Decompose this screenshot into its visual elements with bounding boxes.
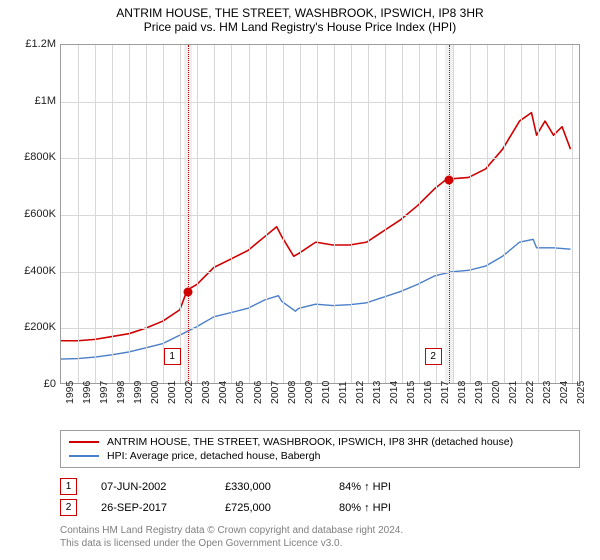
x-axis-label: 2014 xyxy=(388,381,400,404)
y-axis-label: £1M xyxy=(10,95,56,107)
x-axis-label: 1998 xyxy=(115,381,127,404)
legend-label-2: HPI: Average price, detached house, Babe… xyxy=(107,450,320,462)
x-axis-label: 2013 xyxy=(371,381,383,404)
legend-swatch-2 xyxy=(69,455,99,457)
legend: ANTRIM HOUSE, THE STREET, WASHBROOK, IPS… xyxy=(60,430,580,468)
x-axis-label: 2023 xyxy=(541,381,553,404)
sale-marker-box: 1 xyxy=(164,348,181,365)
sale-marker-box: 2 xyxy=(425,348,442,365)
y-axis-label: £1.2M xyxy=(10,38,56,50)
sale-date-1: 07-JUN-2002 xyxy=(101,481,201,493)
x-axis-label: 2016 xyxy=(422,381,434,404)
sale-pct-2: 80% ↑ HPI xyxy=(339,502,449,514)
x-axis-label: 2010 xyxy=(320,381,332,404)
x-axis-label: 2003 xyxy=(200,381,212,404)
plot-area: 12 xyxy=(60,44,580,384)
x-axis-label: 2012 xyxy=(354,381,366,404)
sale-row-2: 2 26-SEP-2017 £725,000 80% ↑ HPI xyxy=(60,497,588,518)
sale-dot xyxy=(183,287,192,296)
x-axis-label: 2021 xyxy=(507,381,519,404)
legend-row-2: HPI: Average price, detached house, Babe… xyxy=(69,449,571,463)
x-axis-label: 2011 xyxy=(337,381,349,404)
chart-title-line2: Price paid vs. HM Land Registry's House … xyxy=(12,20,588,34)
footer: Contains HM Land Registry data © Crown c… xyxy=(60,524,588,550)
line-layer xyxy=(61,45,579,383)
sale-date-2: 26-SEP-2017 xyxy=(101,502,201,514)
x-axis-label: 2017 xyxy=(439,381,451,404)
x-axis-label: 2025 xyxy=(575,381,587,404)
sale-price-1: £330,000 xyxy=(225,481,315,493)
x-axis-label: 2002 xyxy=(183,381,195,404)
y-axis-label: £400K xyxy=(10,265,56,277)
x-axis-label: 2020 xyxy=(490,381,502,404)
legend-row-1: ANTRIM HOUSE, THE STREET, WASHBROOK, IPS… xyxy=(69,435,571,449)
sales-table: 1 07-JUN-2002 £330,000 84% ↑ HPI 2 26-SE… xyxy=(60,476,588,518)
y-axis-label: £800K xyxy=(10,151,56,163)
legend-swatch-1 xyxy=(69,441,99,443)
x-axis-label: 2024 xyxy=(558,381,570,404)
y-axis-label: £600K xyxy=(10,208,56,220)
x-axis-label: 2015 xyxy=(405,381,417,404)
sale-price-2: £725,000 xyxy=(225,502,315,514)
x-axis-label: 1999 xyxy=(132,381,144,404)
chart-title-line1: ANTRIM HOUSE, THE STREET, WASHBROOK, IPS… xyxy=(12,6,588,20)
sale-pct-1: 84% ↑ HPI xyxy=(339,481,449,493)
y-axis-label: £0 xyxy=(10,378,56,390)
x-axis-label: 2000 xyxy=(149,381,161,404)
x-axis-label: 2001 xyxy=(166,381,178,404)
x-axis-label: 2019 xyxy=(473,381,485,404)
legend-label-1: ANTRIM HOUSE, THE STREET, WASHBROOK, IPS… xyxy=(107,436,513,448)
x-axis-label: 2007 xyxy=(269,381,281,404)
chart-area: 12 £0£200K£400K£600K£800K£1M£1.2M1995199… xyxy=(12,40,588,424)
x-axis-label: 2005 xyxy=(234,381,246,404)
x-axis-label: 1996 xyxy=(81,381,93,404)
x-axis-label: 2008 xyxy=(286,381,298,404)
x-axis-label: 2009 xyxy=(303,381,315,404)
sale-marker-2: 2 xyxy=(60,499,77,516)
x-axis-label: 2018 xyxy=(456,381,468,404)
x-axis-label: 2004 xyxy=(217,381,229,404)
footer-line-1: Contains HM Land Registry data © Crown c… xyxy=(60,524,588,537)
footer-line-2: This data is licensed under the Open Gov… xyxy=(60,537,588,550)
y-axis-label: £200K xyxy=(10,321,56,333)
sale-marker-1: 1 xyxy=(60,478,77,495)
x-axis-label: 1995 xyxy=(64,381,76,404)
x-axis-label: 2022 xyxy=(524,381,536,404)
sale-dot xyxy=(444,175,453,184)
x-axis-label: 2006 xyxy=(252,381,264,404)
sale-row-1: 1 07-JUN-2002 £330,000 84% ↑ HPI xyxy=(60,476,588,497)
x-axis-label: 1997 xyxy=(98,381,110,404)
